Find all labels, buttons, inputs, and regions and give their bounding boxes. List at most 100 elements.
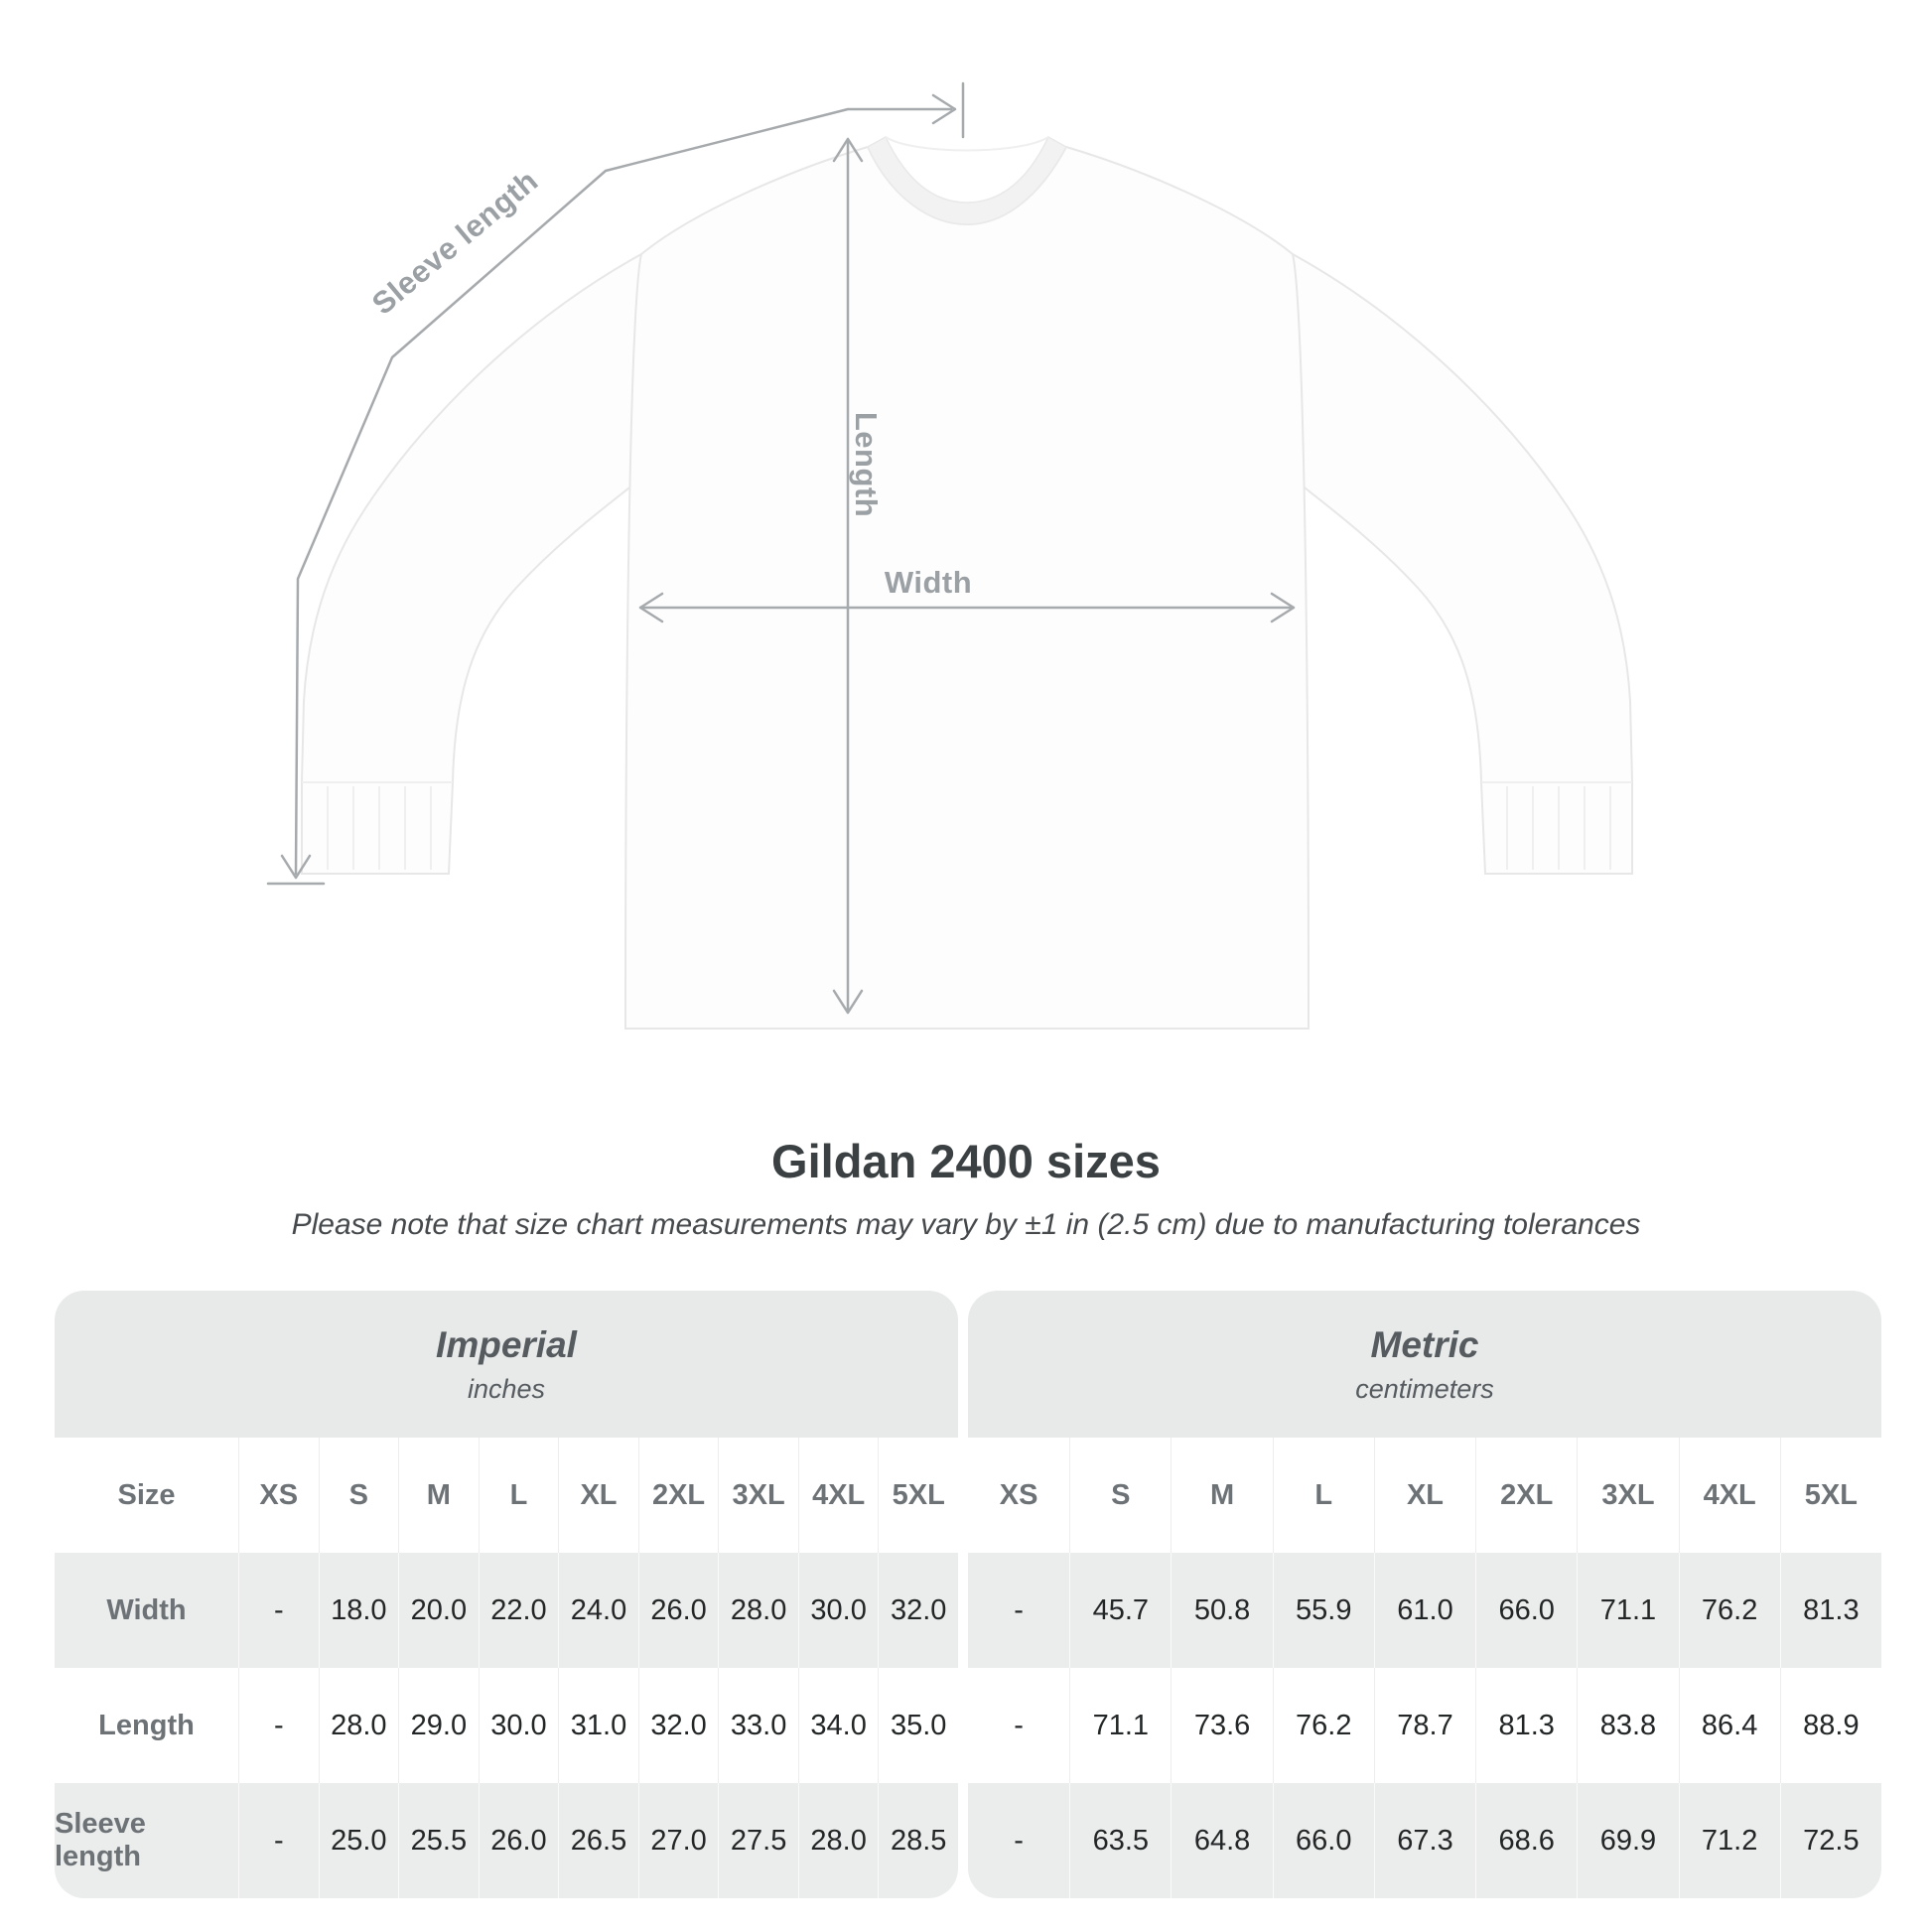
row-label-cell: Sleeve length xyxy=(55,1808,146,1872)
column-header-cell: M xyxy=(1171,1438,1272,1553)
value-cell: 24.0 xyxy=(558,1553,638,1668)
value-cell: - xyxy=(1014,1824,1024,1857)
column-header-cell: 5XL xyxy=(1779,1438,1881,1553)
collar-back-seam xyxy=(885,136,1049,152)
value-cell: 26.0 xyxy=(478,1783,559,1898)
value-cell: 45.7 xyxy=(1069,1553,1171,1668)
length-arrow-up-icon xyxy=(832,137,864,163)
value-cell: 28.0 xyxy=(318,1668,399,1783)
value-cell: 34.0 xyxy=(797,1668,879,1783)
value-cell: 25.5 xyxy=(398,1783,479,1898)
length-arrow-down-icon xyxy=(832,989,864,1015)
value-cell: 71.2 xyxy=(1678,1783,1780,1898)
value-cell: 88.9 xyxy=(1779,1668,1881,1783)
metric-section: Metric centimeters XS S M L XL 2XL 3XL 4XL 5XL - 4… xyxy=(968,1291,1881,1898)
value-cell: 33.0 xyxy=(718,1668,798,1783)
value-cell: 64.8 xyxy=(1171,1783,1272,1898)
shirt-measurement-diagram: Sleeve length Length Width xyxy=(266,81,1633,1030)
imperial-title: Imperial xyxy=(436,1323,577,1365)
column-header-cell: 2XL xyxy=(1475,1438,1577,1553)
value-cell: 20.0 xyxy=(398,1553,479,1668)
width-arrow-right-icon xyxy=(1270,592,1296,623)
value-cell: 69.9 xyxy=(1577,1783,1678,1898)
column-header-cell: 5XL xyxy=(878,1438,958,1553)
shirt-left-sleeve xyxy=(301,252,645,875)
width-label: Width xyxy=(885,565,972,600)
value-cell: 25.0 xyxy=(318,1783,399,1898)
shirt-collar xyxy=(867,135,1068,225)
value-cell: 28.0 xyxy=(797,1783,879,1898)
metric-unit: centimeters xyxy=(1355,1373,1494,1404)
metric-section-header: Metric centimeters xyxy=(968,1291,1881,1438)
value-cell: 18.0 xyxy=(318,1553,399,1668)
value-cell: 30.0 xyxy=(478,1668,559,1783)
value-cell: 66.0 xyxy=(1475,1553,1577,1668)
value-cell: - xyxy=(1014,1593,1024,1626)
value-cell: 32.0 xyxy=(878,1553,958,1668)
column-header-cell: 4XL xyxy=(1678,1438,1780,1553)
value-cell: 71.1 xyxy=(1577,1553,1678,1668)
sleeve-length-line xyxy=(294,107,953,876)
value-cell: - xyxy=(1014,1709,1024,1741)
value-cell: 76.2 xyxy=(1678,1553,1780,1668)
column-header-cell: L xyxy=(1272,1438,1374,1553)
value-cell: 32.0 xyxy=(637,1668,719,1783)
value-cell: 31.0 xyxy=(558,1668,638,1783)
value-cell: 22.0 xyxy=(478,1553,559,1668)
value-cell: - xyxy=(238,1668,319,1783)
column-header-cell: XS xyxy=(238,1438,319,1553)
metric-grid: XS S M L XL 2XL 3XL 4XL 5XL -45.7 50.8 55.9 61.0 66.0… xyxy=(968,1438,1881,1898)
imperial-grid: Size XS S M L XL 2XL 3XL 4XL 5XL Width -18.0 20.0 22.… xyxy=(55,1438,958,1898)
length-label: Length xyxy=(849,412,884,517)
value-cell: 26.5 xyxy=(558,1783,638,1898)
column-header-cell: XS xyxy=(999,1478,1038,1511)
column-header-cell: 2XL xyxy=(637,1438,719,1553)
value-cell: 29.0 xyxy=(398,1668,479,1783)
value-cell: 81.3 xyxy=(1475,1668,1577,1783)
title-block: Gildan 2400 sizes Please note that size … xyxy=(0,1134,1932,1242)
value-cell: 50.8 xyxy=(1171,1553,1272,1668)
width-arrow-left-icon xyxy=(638,592,664,623)
column-header-cell: XL xyxy=(558,1438,638,1553)
value-cell: 67.3 xyxy=(1373,1783,1475,1898)
column-header-cell: 3XL xyxy=(718,1438,798,1553)
value-cell: 78.7 xyxy=(1373,1668,1475,1783)
value-cell: - xyxy=(238,1783,319,1898)
page-subtitle: Please note that size chart measurements… xyxy=(291,1208,1641,1241)
metric-title: Metric xyxy=(1370,1323,1479,1365)
row-label-cell: Length xyxy=(98,1709,195,1741)
value-cell: 71.1 xyxy=(1069,1668,1171,1783)
column-header-cell: XL xyxy=(1373,1438,1475,1553)
sleeve-length-arrow-right-icon xyxy=(931,81,965,139)
value-cell: - xyxy=(238,1553,319,1668)
row-label-cell: Width xyxy=(106,1593,187,1626)
column-header-cell: S xyxy=(318,1438,399,1553)
value-cell: 63.5 xyxy=(1069,1783,1171,1898)
value-cell: 61.0 xyxy=(1373,1553,1475,1668)
left-cuff-ribs xyxy=(327,786,432,870)
value-cell: 76.2 xyxy=(1272,1668,1374,1783)
sleeve-length-label: Sleeve length xyxy=(365,163,545,321)
column-header-cell: L xyxy=(478,1438,559,1553)
right-cuff-ribs xyxy=(1506,786,1611,870)
shirt-right-sleeve xyxy=(1289,252,1633,875)
value-cell: 73.6 xyxy=(1171,1668,1272,1783)
imperial-section-header: Imperial inches xyxy=(55,1291,958,1438)
value-cell: 26.0 xyxy=(637,1553,719,1668)
value-cell: 72.5 xyxy=(1779,1783,1881,1898)
value-cell: 66.0 xyxy=(1272,1783,1374,1898)
value-cell: 81.3 xyxy=(1779,1553,1881,1668)
size-header-cell: Size xyxy=(117,1478,176,1511)
value-cell: 28.5 xyxy=(878,1783,958,1898)
value-cell: 86.4 xyxy=(1678,1668,1780,1783)
imperial-section: Imperial inches Size XS S M L XL 2XL 3XL 4XL 5XL W… xyxy=(55,1291,958,1898)
value-cell: 35.0 xyxy=(878,1668,958,1783)
page-title: Gildan 2400 sizes xyxy=(771,1135,1161,1187)
size-table: Imperial inches Size XS S M L XL 2XL 3XL 4XL 5XL W… xyxy=(55,1291,1881,1898)
column-header-cell: 4XL xyxy=(797,1438,879,1553)
value-cell: 68.6 xyxy=(1475,1783,1577,1898)
value-cell: 55.9 xyxy=(1272,1553,1374,1668)
value-cell: 28.0 xyxy=(718,1553,798,1668)
column-header-cell: 3XL xyxy=(1577,1438,1678,1553)
